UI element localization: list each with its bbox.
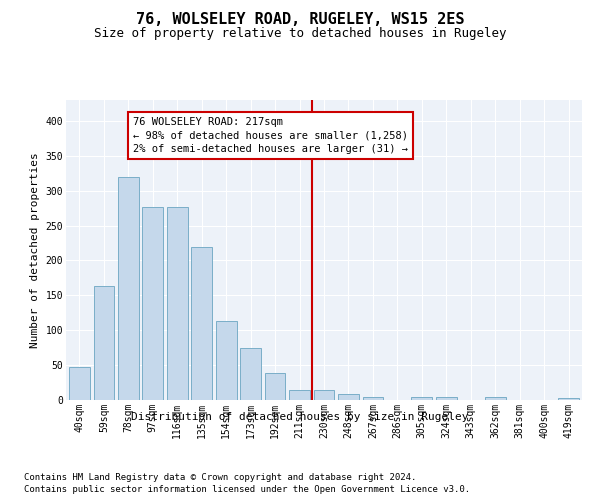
Bar xyxy=(558,398,579,400)
Bar xyxy=(362,396,383,400)
Bar xyxy=(118,176,139,400)
Bar xyxy=(436,397,457,400)
Bar xyxy=(69,366,90,400)
Text: Distribution of detached houses by size in Rugeley: Distribution of detached houses by size … xyxy=(131,412,469,422)
Bar xyxy=(167,206,188,400)
Bar xyxy=(265,373,286,400)
Bar xyxy=(216,321,236,400)
Bar xyxy=(289,390,310,400)
Bar xyxy=(191,246,212,400)
Bar xyxy=(412,397,432,400)
Bar xyxy=(485,397,506,400)
Bar xyxy=(338,394,359,400)
Y-axis label: Number of detached properties: Number of detached properties xyxy=(30,152,40,348)
Text: 76 WOLSELEY ROAD: 217sqm
← 98% of detached houses are smaller (1,258)
2% of semi: 76 WOLSELEY ROAD: 217sqm ← 98% of detach… xyxy=(133,118,408,154)
Bar xyxy=(142,206,163,400)
Text: 76, WOLSELEY ROAD, RUGELEY, WS15 2ES: 76, WOLSELEY ROAD, RUGELEY, WS15 2ES xyxy=(136,12,464,28)
Bar xyxy=(314,390,334,400)
Text: Size of property relative to detached houses in Rugeley: Size of property relative to detached ho… xyxy=(94,28,506,40)
Bar xyxy=(240,348,261,400)
Bar xyxy=(94,286,114,400)
Text: Contains public sector information licensed under the Open Government Licence v3: Contains public sector information licen… xyxy=(24,485,470,494)
Text: Contains HM Land Registry data © Crown copyright and database right 2024.: Contains HM Land Registry data © Crown c… xyxy=(24,472,416,482)
